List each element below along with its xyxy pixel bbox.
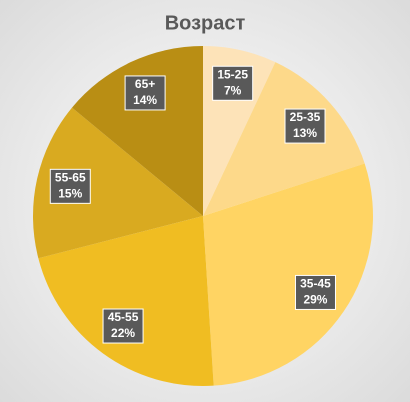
- slice-category-label: 35-45: [300, 277, 331, 291]
- slice-category-label: 55-65: [55, 171, 86, 185]
- label-box: [124, 75, 166, 111]
- pie-slice: [203, 163, 373, 386]
- slice-value-label: 22%: [111, 326, 135, 340]
- label-box: [284, 108, 326, 144]
- pie-slice: [72, 46, 203, 216]
- slice-category-label: 65+: [135, 77, 155, 91]
- slice-value-label: 13%: [293, 126, 317, 140]
- chart-title: Возраст: [165, 12, 246, 34]
- label-box: [294, 274, 336, 310]
- slice-category-label: 25-35: [290, 110, 321, 124]
- label-box: [212, 65, 254, 101]
- pie-slice: [203, 62, 365, 217]
- label-box: [102, 308, 144, 344]
- slice-value-label: 14%: [133, 93, 157, 107]
- slice-value-label: 7%: [224, 83, 242, 97]
- label-box: [49, 168, 91, 204]
- slice-category-label: 15-25: [217, 67, 248, 81]
- slice-value-label: 29%: [303, 293, 327, 307]
- pie-slice: [38, 216, 214, 386]
- slice-category-label: 45-55: [108, 310, 139, 324]
- pie-slice: [33, 107, 204, 259]
- slice-value-label: 15%: [58, 187, 82, 201]
